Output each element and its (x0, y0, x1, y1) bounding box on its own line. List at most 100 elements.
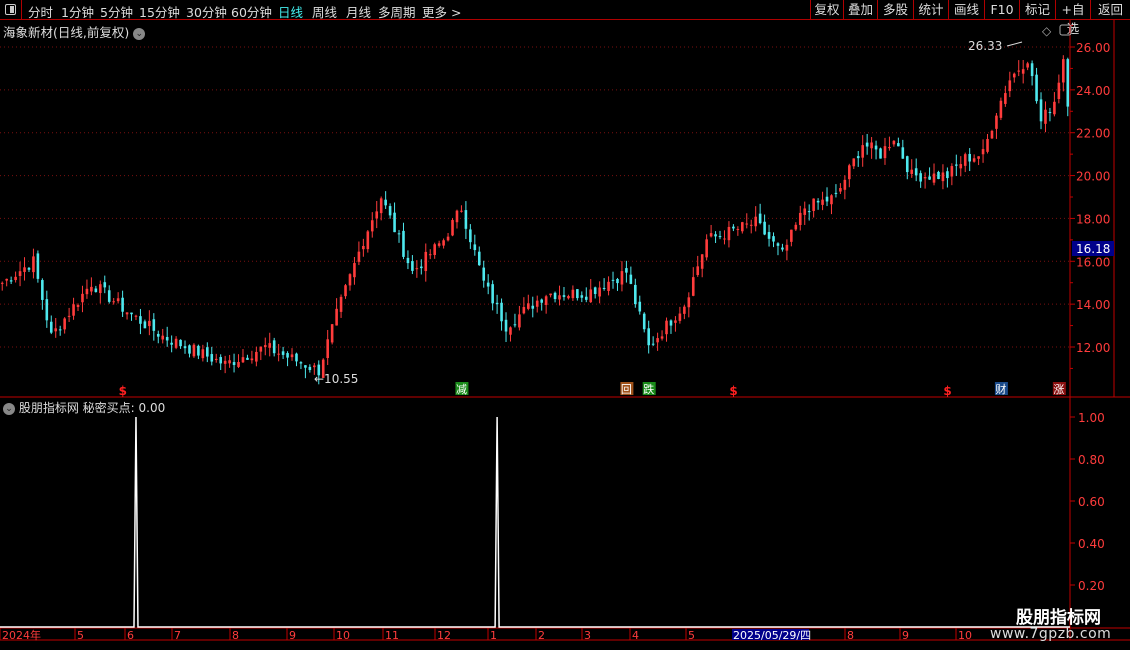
candle-body (317, 364, 321, 376)
watermark-url: www.7gpzb.com (990, 626, 1112, 642)
candle-body (914, 168, 918, 176)
candle-body (192, 344, 196, 357)
candle-body (963, 154, 967, 166)
period-8[interactable]: 月线 (346, 5, 372, 20)
panel-icon (1059, 24, 1072, 36)
candle-body (758, 213, 762, 224)
period-1[interactable]: 1分钟 (61, 5, 94, 20)
candle-body (625, 268, 628, 273)
toolbar-button-0[interactable]: 复权 (810, 0, 843, 20)
candle-body (700, 254, 704, 269)
toolbar-button-8[interactable]: 返回 (1090, 0, 1130, 20)
candle-body (442, 240, 445, 246)
signal-marker-label: 财 (995, 382, 1006, 396)
period-10[interactable]: 更多 > (422, 5, 462, 20)
candle-body (1012, 73, 1016, 78)
month-label: 9 (289, 629, 296, 642)
candle-body (433, 244, 436, 255)
candle-body (576, 289, 579, 299)
candle-body (161, 335, 165, 340)
candle-body (660, 336, 664, 339)
layout-toggle-button[interactable] (0, 0, 22, 20)
stock-title[interactable]: 海象新材(日线,前复权) ⌄ (3, 22, 146, 41)
candle-body (125, 312, 129, 315)
candle-body (589, 289, 593, 303)
signal-marker-label: 涨 (1053, 383, 1064, 396)
candle-body (767, 232, 771, 239)
signal-marker-dollar: $ (943, 384, 951, 398)
period-3[interactable]: 15分钟 (139, 5, 180, 20)
month-label: 6 (127, 629, 134, 642)
period-5[interactable]: 60分钟 (231, 5, 272, 20)
candle-body (72, 304, 75, 316)
candle-body (785, 244, 789, 251)
indicator-tick-label: 0.80 (1078, 453, 1105, 467)
candle-body (179, 339, 182, 347)
candle-body (76, 304, 80, 307)
signal-marker-box (620, 382, 634, 395)
candle-body (535, 300, 539, 307)
chevron-down-icon[interactable]: ⌄ (3, 402, 15, 415)
candle-body (99, 284, 102, 294)
candle-body (776, 243, 780, 246)
candle-body (45, 299, 49, 321)
candle-body (255, 351, 258, 362)
candle-body (214, 358, 218, 361)
indicator-title[interactable]: ⌄ 股朋指标网 秘密买点: 0.00 (3, 399, 165, 416)
candle-body (732, 226, 735, 229)
toolbar-button-2[interactable]: 多股 (877, 0, 913, 20)
candle-body (848, 165, 851, 180)
candle-body (674, 320, 677, 323)
toolbar-button-6[interactable]: 标记 (1019, 0, 1055, 20)
high-price-label: 26.33 (968, 39, 1002, 53)
candle-body (509, 327, 512, 335)
diamond-icon: ◇ (1042, 24, 1052, 38)
period-4[interactable]: 30分钟 (186, 5, 227, 20)
indicator-tick-label: 1.00 (1078, 411, 1105, 425)
period-6[interactable]: 日线 (278, 5, 304, 20)
candle-body (1062, 59, 1065, 83)
candle-body (428, 254, 432, 256)
candle-body (634, 284, 637, 305)
period-0[interactable]: 分时 (28, 5, 54, 20)
price-tick-label: 22.00 (1076, 127, 1110, 141)
candle-body (397, 233, 401, 235)
candle-body (504, 319, 508, 332)
candle-body (63, 318, 66, 330)
toolbar-button-3[interactable]: 统计 (913, 0, 948, 20)
candle-body (223, 360, 227, 364)
period-9[interactable]: 多周期 (378, 5, 416, 20)
toolbar-button-4[interactable]: 画线 (948, 0, 984, 20)
candle-body (772, 236, 775, 242)
candle-body (139, 316, 142, 324)
candle-body (754, 216, 757, 227)
period-2[interactable]: 5分钟 (100, 5, 133, 20)
candle-body (424, 251, 428, 272)
candle-body (861, 145, 864, 158)
period-7[interactable]: 周线 (312, 5, 338, 20)
month-label: 8 (847, 629, 854, 642)
candle-body (1008, 80, 1012, 92)
indicator-line (0, 416, 1070, 628)
candle-body (232, 362, 236, 366)
candle-body (531, 305, 535, 309)
candle-body (201, 349, 205, 359)
candle-body (852, 158, 856, 167)
candle-body (370, 220, 374, 232)
month-label: 10 (958, 629, 972, 642)
candle-body (393, 212, 396, 233)
candle-body (41, 280, 44, 300)
toolbar-button-5[interactable]: F10 (984, 0, 1019, 20)
candle-body (313, 365, 316, 368)
candle-body (308, 366, 312, 371)
chevron-down-icon[interactable]: ⌄ (133, 27, 146, 40)
current-price-tag (1072, 241, 1114, 256)
toolbar-button-1[interactable]: 叠加 (843, 0, 877, 20)
candle-body (919, 173, 922, 182)
month-label: 2024年 (2, 628, 41, 642)
candle-body (834, 192, 838, 194)
candle-body (870, 142, 873, 149)
candle-body (567, 296, 570, 299)
candle-body (1066, 59, 1070, 107)
